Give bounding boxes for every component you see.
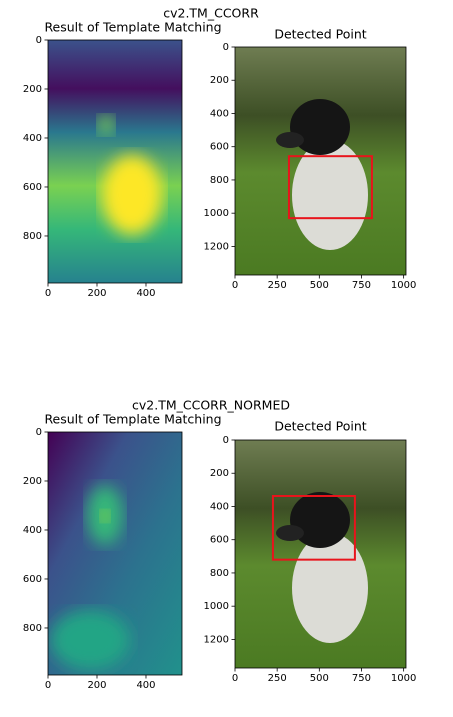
y-tick-label: 600 (210, 535, 229, 546)
y-tick-label: 800 (210, 175, 229, 186)
x-tick-label: 400 (136, 680, 155, 691)
suptitle: cv2.TM_CCORR (163, 6, 259, 21)
y-tick-label: 800 (23, 623, 42, 634)
y-tick-label: 0 (36, 35, 42, 46)
detected-box (271, 495, 356, 561)
y-tick-label: 200 (210, 468, 229, 479)
x-tick-label: 1000 (391, 280, 416, 291)
x-tick-label: 250 (268, 673, 287, 684)
x-tick-label: 400 (136, 288, 155, 299)
y-tick-label: 400 (210, 108, 229, 119)
x-tick-label: 200 (87, 680, 106, 691)
x-tick-label: 750 (352, 280, 371, 291)
y-tick-label: 1000 (204, 601, 229, 612)
x-tick-label: 500 (310, 280, 329, 291)
y-tick-label: 400 (23, 525, 42, 536)
x-tick-label: 500 (310, 673, 329, 684)
axes-frame (234, 439, 407, 669)
y-tick-label: 200 (23, 84, 42, 95)
y-tick-label: 0 (223, 435, 229, 446)
axes-frame (47, 431, 183, 676)
x-tick-label: 0 (45, 288, 51, 299)
x-tick-label: 0 (45, 680, 51, 691)
axes-frame (234, 46, 407, 276)
y-tick-label: 600 (23, 182, 42, 193)
y-tick-label: 800 (210, 568, 229, 579)
x-tick-label: 750 (352, 673, 371, 684)
y-tick-label: 400 (23, 133, 42, 144)
x-tick-label: 0 (232, 280, 238, 291)
heatmap-image (48, 40, 182, 283)
photo (235, 47, 406, 275)
axes-title: Result of Template Matching (44, 20, 221, 35)
detected-box (287, 155, 373, 220)
y-tick-label: 1200 (204, 634, 229, 645)
heatmap-image (48, 432, 182, 675)
x-tick-label: 0 (232, 673, 238, 684)
axes-title: Detected Point (274, 27, 366, 42)
y-tick-label: 400 (210, 501, 229, 512)
y-tick-label: 0 (36, 427, 42, 438)
y-tick-label: 200 (210, 75, 229, 86)
y-tick-label: 1000 (204, 208, 229, 219)
y-tick-label: 0 (223, 42, 229, 53)
y-tick-label: 600 (210, 142, 229, 153)
photo (235, 440, 406, 668)
y-tick-label: 200 (23, 476, 42, 487)
axes-frame (47, 39, 183, 284)
suptitle: cv2.TM_CCORR_NORMED (132, 398, 290, 413)
x-tick-label: 250 (268, 280, 287, 291)
y-tick-label: 1200 (204, 241, 229, 252)
y-tick-label: 800 (23, 231, 42, 242)
x-tick-label: 200 (87, 288, 106, 299)
axes-title: Result of Template Matching (44, 412, 221, 427)
x-tick-label: 1000 (391, 673, 416, 684)
y-tick-label: 600 (23, 574, 42, 585)
axes-title: Detected Point (274, 419, 366, 434)
